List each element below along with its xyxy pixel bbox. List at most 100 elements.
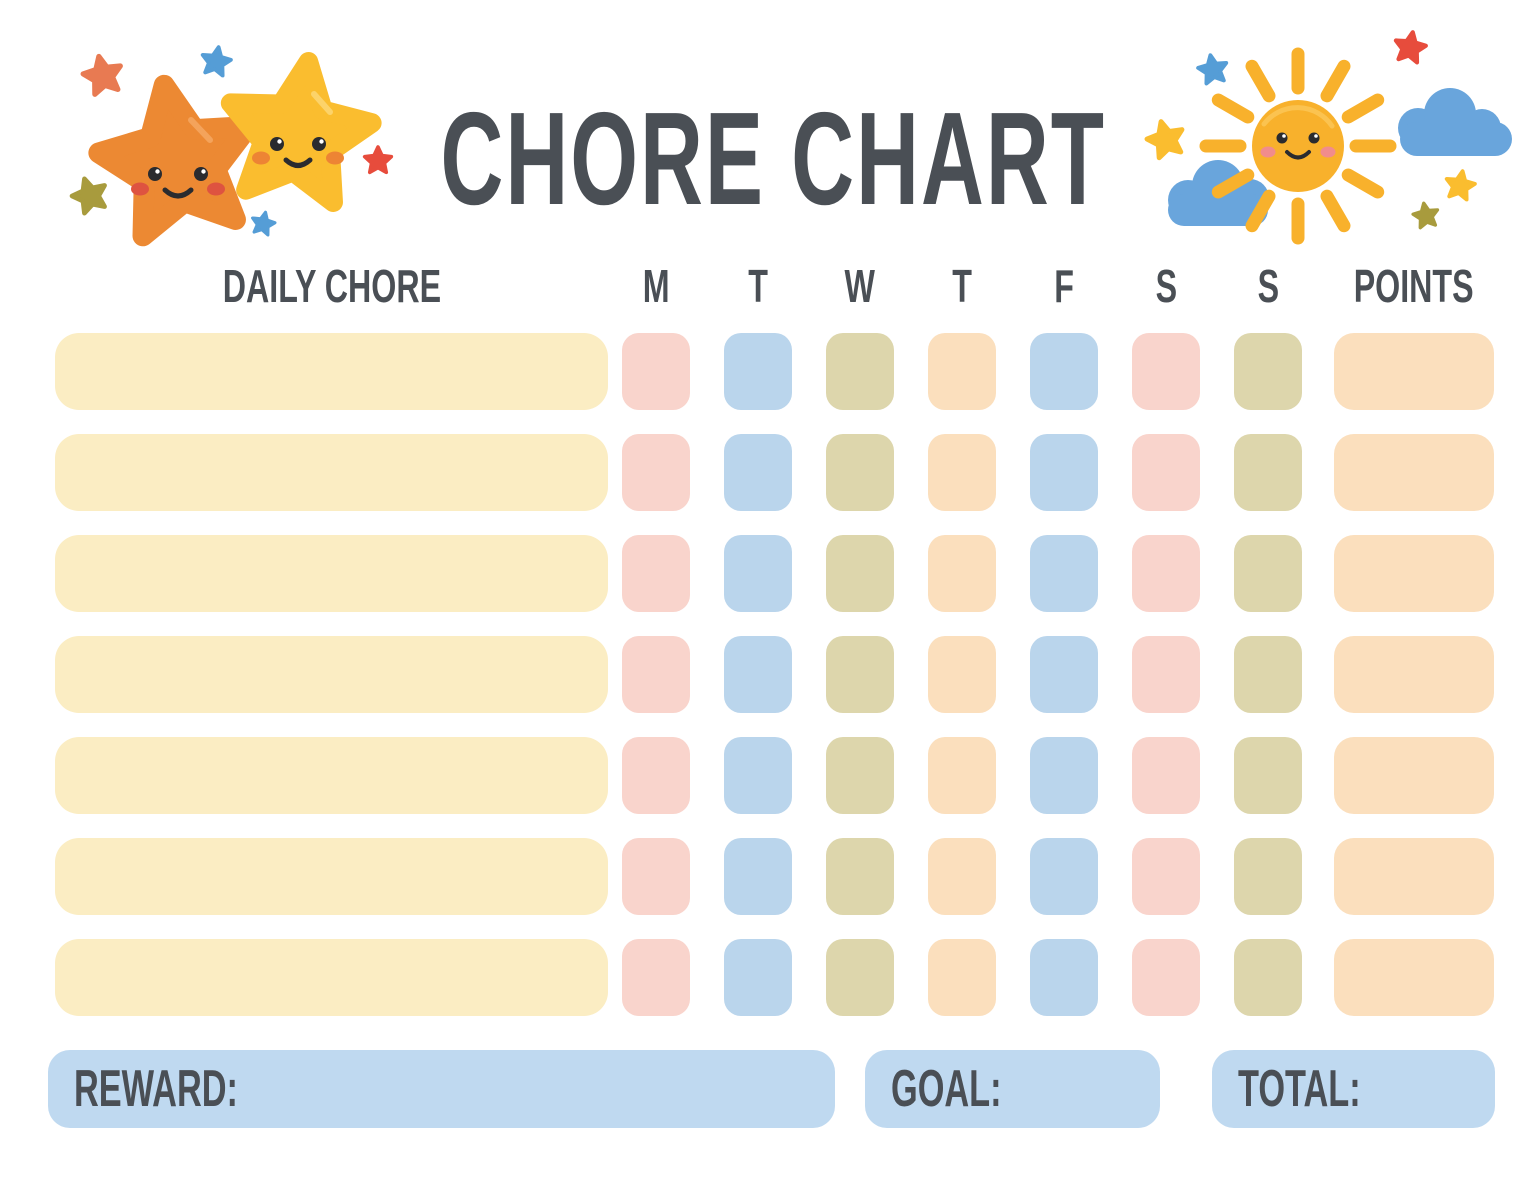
day-checkbox-cell[interactable] [928, 434, 996, 511]
footer: REWARD: GOAL: TOTAL: [0, 1050, 1536, 1128]
day-checkbox-cell[interactable] [622, 333, 690, 410]
day-checkbox-cell[interactable] [928, 636, 996, 713]
day-checkbox-cell[interactable] [1030, 636, 1098, 713]
day-checkbox-cell[interactable] [622, 535, 690, 612]
points-field[interactable] [1334, 737, 1494, 814]
small-star-icon [68, 174, 111, 216]
day-checkbox-cell[interactable] [724, 737, 792, 814]
chore-name-field[interactable] [55, 333, 608, 410]
column-header-monday: M [642, 260, 670, 312]
day-checkbox-cell[interactable] [1234, 535, 1302, 612]
day-checkbox-cell[interactable] [1030, 434, 1098, 511]
day-checkbox-cell[interactable] [1030, 535, 1098, 612]
day-checkbox-cell[interactable] [1030, 838, 1098, 915]
goal-field[interactable]: GOAL: [865, 1050, 1160, 1128]
small-star-icon [197, 42, 235, 79]
day-checkbox-cell[interactable] [1030, 333, 1098, 410]
day-checkbox-cell[interactable] [1132, 838, 1200, 915]
points-field[interactable] [1334, 333, 1494, 410]
chore-name-field[interactable] [55, 636, 608, 713]
column-header-tuesday: T [748, 260, 768, 312]
day-checkbox-cell[interactable] [928, 333, 996, 410]
day-checkbox-cell[interactable] [622, 636, 690, 713]
day-checkbox-cell[interactable] [1132, 535, 1200, 612]
page-title: CHORE CHART [440, 84, 1106, 232]
day-checkbox-cell[interactable] [1132, 939, 1200, 1016]
chore-rows [55, 333, 1494, 1040]
small-star-icon [1409, 199, 1442, 231]
total-label: TOTAL: [1238, 1060, 1361, 1118]
day-checkbox-cell[interactable] [724, 838, 792, 915]
day-checkbox-cell[interactable] [826, 939, 894, 1016]
small-star-icon [1441, 166, 1479, 203]
day-checkbox-cell[interactable] [1234, 939, 1302, 1016]
reward-field[interactable]: REWARD: [48, 1050, 835, 1128]
total-field[interactable]: TOTAL: [1212, 1050, 1495, 1128]
cloud-icon [1398, 88, 1512, 156]
day-checkbox-cell[interactable] [1132, 333, 1200, 410]
column-header-daily-chore: DAILY CHORE [222, 260, 441, 312]
chore-name-field[interactable] [55, 535, 608, 612]
day-checkbox-cell[interactable] [1030, 737, 1098, 814]
day-checkbox-cell[interactable] [724, 535, 792, 612]
day-checkbox-cell[interactable] [1132, 737, 1200, 814]
day-checkbox-cell[interactable] [724, 939, 792, 1016]
column-header-sunday: S [1257, 260, 1279, 312]
day-checkbox-cell[interactable] [1030, 939, 1098, 1016]
day-checkbox-cell[interactable] [826, 737, 894, 814]
points-field[interactable] [1334, 939, 1494, 1016]
day-checkbox-cell[interactable] [724, 434, 792, 511]
column-header-saturday: S [1155, 260, 1177, 312]
points-field[interactable] [1334, 838, 1494, 915]
chore-row [55, 535, 1494, 612]
day-checkbox-cell[interactable] [826, 333, 894, 410]
day-checkbox-cell[interactable] [928, 535, 996, 612]
reward-label: REWARD: [74, 1060, 238, 1118]
small-star-icon [80, 52, 125, 95]
chore-row [55, 939, 1494, 1016]
day-checkbox-cell[interactable] [928, 737, 996, 814]
chore-row [55, 838, 1494, 915]
goal-label: GOAL: [891, 1060, 1002, 1118]
day-checkbox-cell[interactable] [826, 636, 894, 713]
points-field[interactable] [1334, 434, 1494, 511]
day-checkbox-cell[interactable] [622, 939, 690, 1016]
chore-name-field[interactable] [55, 434, 608, 511]
day-checkbox-cell[interactable] [724, 333, 792, 410]
day-checkbox-cell[interactable] [1234, 838, 1302, 915]
day-checkbox-cell[interactable] [1132, 636, 1200, 713]
chore-name-field[interactable] [55, 838, 608, 915]
day-checkbox-cell[interactable] [1234, 333, 1302, 410]
day-checkbox-cell[interactable] [928, 939, 996, 1016]
day-checkbox-cell[interactable] [1234, 636, 1302, 713]
day-checkbox-cell[interactable] [622, 838, 690, 915]
column-header-wednesday: W [844, 260, 876, 312]
chore-name-field[interactable] [55, 737, 608, 814]
sun-clouds-decoration [1118, 28, 1512, 245]
yellow-star-icon [219, 52, 379, 206]
small-star-icon [1194, 50, 1232, 87]
day-checkbox-cell[interactable] [622, 737, 690, 814]
column-header-friday: F [1054, 260, 1074, 312]
day-checkbox-cell[interactable] [1234, 434, 1302, 511]
chore-name-field[interactable] [55, 939, 608, 1016]
points-field[interactable] [1334, 636, 1494, 713]
chore-row [55, 737, 1494, 814]
day-checkbox-cell[interactable] [1234, 737, 1302, 814]
day-checkbox-cell[interactable] [724, 636, 792, 713]
day-checkbox-cell[interactable] [826, 838, 894, 915]
table-header-row: DAILY CHORE M T W T F S S POINTS [55, 260, 1494, 312]
sun-icon [1199, 47, 1397, 245]
day-checkbox-cell[interactable] [826, 434, 894, 511]
small-star-icon [1144, 117, 1188, 160]
column-header-thursday: T [952, 260, 972, 312]
day-checkbox-cell[interactable] [826, 535, 894, 612]
day-checkbox-cell[interactable] [928, 838, 996, 915]
points-field[interactable] [1334, 535, 1494, 612]
day-checkbox-cell[interactable] [1132, 434, 1200, 511]
column-header-points: POINTS [1354, 260, 1474, 312]
chore-row [55, 636, 1494, 713]
day-checkbox-cell[interactable] [622, 434, 690, 511]
chore-row [55, 434, 1494, 511]
orange-star-icon [89, 72, 264, 241]
